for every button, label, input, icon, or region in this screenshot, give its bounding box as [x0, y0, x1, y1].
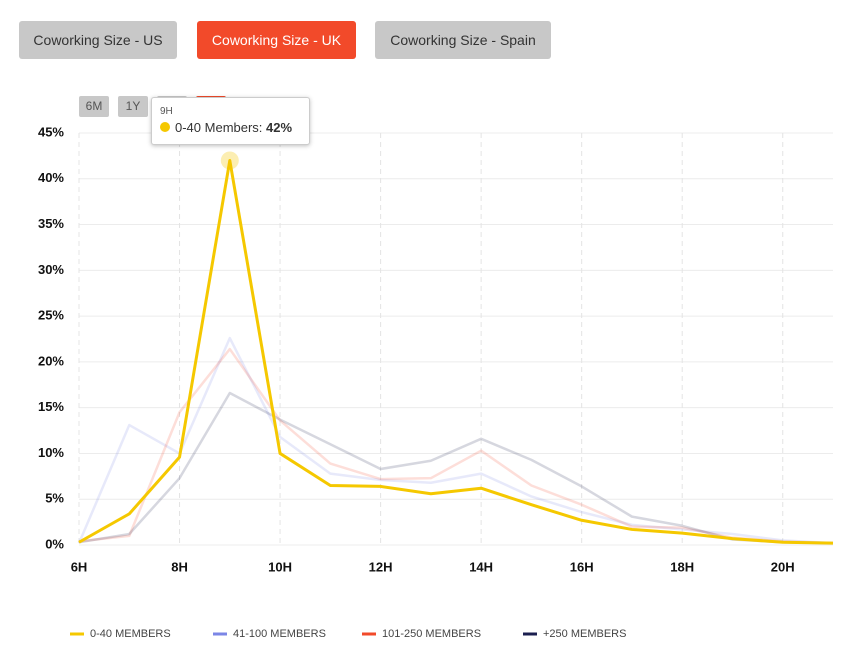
x-tick-label: 10H [268, 559, 292, 574]
x-tick-label: 14H [469, 559, 493, 574]
x-tick-label: 18H [670, 559, 694, 574]
x-tick-label: 12H [369, 559, 393, 574]
y-tick-label: 5% [45, 491, 64, 506]
tab[interactable]: Coworking Size - US [19, 21, 177, 59]
tab[interactable]: Coworking Size - UK [197, 21, 356, 59]
x-tick-label: 20H [771, 559, 795, 574]
x-tick-label: 8H [171, 559, 188, 574]
tooltip-label: 0-40 Members: 42% [175, 120, 292, 135]
y-tick-label: 35% [38, 216, 64, 231]
series-line [78, 347, 834, 545]
tooltip-x: 9H [160, 106, 173, 117]
range-button[interactable]: 6M [79, 96, 109, 117]
tooltip-halo [220, 151, 239, 170]
legend-label[interactable]: +250 MEMBERS [543, 628, 626, 640]
y-tick-label: 25% [38, 308, 64, 323]
tooltip: 9H 0-40 Members: 42% [151, 97, 310, 145]
range-button[interactable]: 1Y [118, 96, 148, 117]
y-tick-label: 45% [38, 124, 64, 139]
x-tick-label: 6H [71, 559, 88, 574]
tooltip-value: 42% [266, 120, 293, 135]
x-tick-label: 16H [570, 559, 594, 574]
legend-label[interactable]: 41-100 MEMBERS [233, 628, 326, 640]
tab[interactable]: Coworking Size - Spain [375, 21, 551, 59]
y-tick-label: 40% [38, 170, 64, 185]
tooltip-dot [160, 122, 170, 132]
series-line [77, 336, 834, 545]
y-tick-label: 20% [38, 353, 64, 368]
y-tick-label: 30% [38, 262, 64, 277]
series-line [78, 158, 834, 545]
y-tick-label: 0% [45, 536, 64, 551]
series-line [78, 391, 834, 545]
y-tick-label: 15% [38, 399, 64, 414]
legend-label[interactable]: 101-250 MEMBERS [382, 628, 481, 640]
tooltip-series: 0-40 Members: [175, 120, 263, 135]
y-tick-label: 10% [38, 445, 64, 460]
legend-label[interactable]: 0-40 MEMBERS [90, 628, 171, 640]
